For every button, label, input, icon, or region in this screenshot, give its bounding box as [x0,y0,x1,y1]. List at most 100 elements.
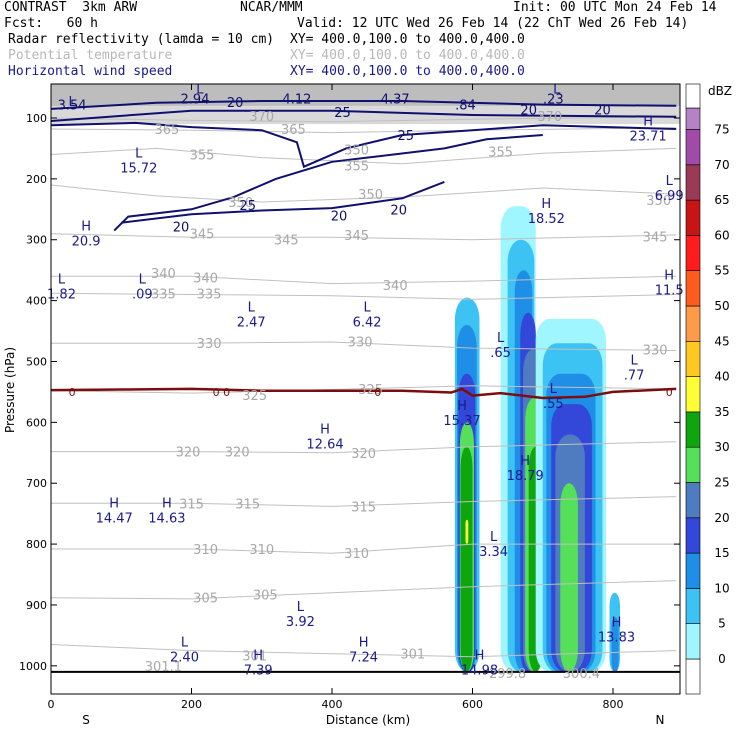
plot-frame [50,83,681,695]
south-label: S [82,713,90,727]
theta-label: 305 [253,589,278,604]
extremum-value: 13.83 [598,630,635,645]
theta-contour [51,116,677,123]
colorbar-label: 25 [714,476,729,490]
freezing-label: 0 [666,386,673,399]
extremum-marker: L [550,382,558,397]
colorbar-label: 70 [714,158,729,172]
wind-contour [121,180,445,224]
extremum-value: 2.47 [237,316,266,331]
theta-label: 340 [193,272,218,287]
extremum-marker: L [58,273,66,288]
theta-label: 315 [235,497,260,512]
theta-label: 345 [274,234,299,249]
reflectivity-cell [611,617,619,672]
theta-label: 330 [643,343,668,358]
theta-contour [51,644,677,658]
colorbar-top [685,83,701,109]
theta-label: 315 [351,500,376,515]
colorbar-unit: dBZ [708,84,732,98]
extremum-value: 12.64 [306,437,343,452]
freezing-label: 0 [374,386,381,399]
theta-contour [51,275,677,285]
extremum-value: .77 [624,369,645,384]
theta-label: 300.4 [563,667,600,682]
wind-label: 25 [398,129,415,144]
header-model: CONTRAST 3km ARW [4,0,138,15]
theta-label: 365 [281,123,306,138]
theta-label: 310 [193,543,218,558]
wind-label: 20 [390,203,407,218]
theta-label: 355 [190,149,215,164]
colorbar-segment [685,482,701,519]
freezing-label: 0 [223,386,230,399]
theta-label: 350 [646,194,671,209]
wind-label: 3.54 [58,99,87,114]
extremum-value: 2.40 [170,650,199,665]
theta-label: 310 [344,547,369,562]
freezing-label: 0 [213,386,220,399]
extremum-marker: H [643,114,653,129]
colorbar-label: 15 [714,546,729,560]
header-org: NCAR/MMM [240,0,303,15]
theta-label: 330 [197,337,222,352]
reflectivity-cell [560,483,578,672]
theta-contour [51,580,677,600]
theta-label: 325 [242,389,267,404]
colorbar-segment [685,446,701,483]
extremum-value: 6.99 [655,189,684,204]
y-axis-label: Pressure (hPa) [3,347,17,433]
wind-contour [113,134,543,232]
field-theta-xy: XY= 400.0,100.0 to 400.0,400.0 [290,48,525,63]
extremum-marker: H [359,635,369,650]
field-theta-name: Potential temperature [8,48,173,63]
theta-label: 301.1 [145,660,182,675]
colorbar-label: 10 [714,581,729,595]
colorbar-segment [685,552,701,589]
theta-contour [51,292,677,300]
theta-label: 310 [249,543,274,558]
wind-label: 4.12 [282,93,311,108]
theta-contour [51,184,677,203]
wind-contour [51,100,677,110]
field-wind-name: Horizontal wind speed [8,64,173,79]
colorbar-label: 5 [718,617,726,631]
wind-contour [51,121,677,169]
extremum-value: 11.5 [655,283,684,298]
extremum-value: 3.92 [286,615,315,630]
colorbar-label: 65 [714,193,729,207]
y-tick-label: 900 [26,599,47,612]
colorbar-label: 45 [714,334,729,348]
theta-contour [51,441,677,454]
colorbar-label: 35 [714,405,729,419]
reflectivity-cell [465,519,469,544]
extremum-marker: L [297,600,305,615]
y-tick-label: 200 [26,173,47,186]
theta-label: 350 [228,196,253,211]
extremum-marker: L [490,530,498,545]
theta-label: 355 [488,146,513,161]
field-reflectivity-name: Radar reflectivity (lamda = 10 cm) [8,32,275,47]
header-fcst: Fcst: 60 h [4,16,98,31]
extremum-marker: L [181,635,189,650]
theta-label: 315 [179,497,204,512]
colorbar-label: 60 [714,228,729,242]
colorbar-segment [685,411,701,448]
header-init: Init: 00 UTC Mon 24 Feb 14 [513,0,717,15]
theta-label: 345 [190,228,215,243]
extremum-marker: L [135,147,143,162]
colorbar-segment [685,235,701,271]
colorbar-segment [685,340,701,377]
extremum-value: 23.71 [629,129,666,144]
y-tick-label: 800 [26,538,47,551]
y-tick-label: 400 [26,295,47,308]
colorbar-segment [685,376,701,413]
extremum-value: 3.34 [479,545,508,560]
theta-label: 299.8 [489,667,526,682]
colorbar-segment [685,129,701,166]
wind-label: 4.37 [381,93,410,108]
wind-label: 25 [334,106,351,121]
extremum-value: 7.24 [349,650,378,665]
wind-label: 2.94 [181,93,210,108]
